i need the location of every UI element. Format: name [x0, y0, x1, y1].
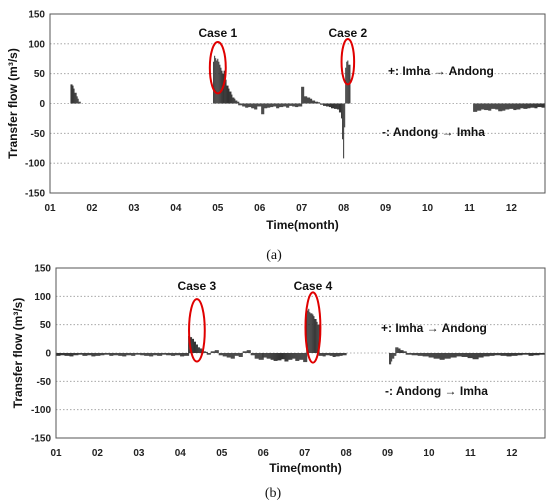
y-axis-label: Transfer flow (m³/s): [6, 48, 20, 159]
case-ellipse: [340, 38, 356, 86]
case-label: Case 3: [178, 279, 217, 293]
plot-frame: [49, 13, 546, 194]
x-tick-label: 10: [422, 203, 434, 214]
x-tick-label: 07: [299, 448, 311, 459]
x-tick-label: 05: [212, 203, 224, 214]
case-highlights: Case 3 Case 4: [178, 279, 333, 364]
annotation-negative: -: Andong → Imha: [385, 384, 488, 398]
case-highlights: Case 1 Case 2: [198, 26, 368, 95]
x-tick-labels: 01 02 03 04 05 06 07 08 09 10 11 12: [44, 203, 517, 214]
plot-frame: [55, 267, 546, 439]
y-tick-label: 150: [28, 10, 45, 21]
annotation-positive: +: Imha → Andong: [388, 64, 494, 78]
x-tick-label: 08: [338, 203, 350, 214]
x-tick-label: 09: [382, 448, 394, 459]
x-tick-label: 03: [133, 448, 145, 459]
chart-panel-b: -150 -100 -50 0 50 100 150 01 02 03 04 05 06 07 08 09 1…: [11, 264, 546, 501]
x-tick-label: 10: [423, 448, 435, 459]
case-label: Case 2: [328, 26, 367, 40]
x-tick-label: 04: [170, 203, 182, 214]
x-tick-label: 09: [380, 203, 392, 214]
chart-panel-a: -150 -100 -50 0 50 100 150 01 02 03 04 05 06 07 08 09 1…: [6, 10, 546, 263]
x-tick-label: 02: [86, 203, 98, 214]
x-tick-label: 01: [50, 448, 62, 459]
case-label: Case 1: [198, 26, 237, 40]
x-tick-label: 06: [254, 203, 266, 214]
annotation-positive: +: Imha → Andong: [381, 321, 487, 335]
x-tick-label: 11: [464, 203, 475, 214]
y-tick-label: 100: [28, 39, 45, 50]
y-tick-label: 0: [39, 99, 45, 110]
x-tick-label: 03: [128, 203, 140, 214]
y-tick-label: 0: [45, 349, 51, 360]
y-tick-label: 50: [40, 320, 52, 331]
x-axis-label: Time(month): [269, 461, 341, 475]
y-tick-label: -100: [25, 159, 45, 170]
panel-label: (b): [265, 486, 282, 501]
x-tick-label: 06: [258, 448, 270, 459]
x-axis-label: Time(month): [266, 218, 338, 232]
x-tick-label: 12: [506, 448, 518, 459]
panel-label: (a): [266, 248, 282, 263]
x-tick-label: 07: [296, 203, 308, 214]
y-tick-label: 150: [34, 264, 51, 275]
y-axis-label: Transfer flow (m³/s): [11, 298, 25, 409]
y-tick-label: -150: [31, 434, 51, 445]
x-tick-label: 08: [341, 448, 353, 459]
case-ellipse: [304, 291, 322, 364]
y-tick-label: -50: [31, 129, 46, 140]
x-tick-label: 12: [506, 203, 518, 214]
case-label: Case 4: [294, 279, 333, 293]
y-tick-label: -50: [37, 377, 52, 388]
x-tick-label: 11: [465, 448, 476, 459]
case-ellipse: [208, 41, 227, 95]
y-tick-label: 100: [34, 292, 51, 303]
x-tick-label: 02: [92, 448, 104, 459]
x-tick-label: 01: [44, 203, 56, 214]
y-tick-label: -150: [25, 189, 45, 200]
x-tick-labels: 01 02 03 04 05 06 07 08 09 10 11 12: [50, 448, 517, 459]
y-tick-labels: -150 -100 -50 0 50 100 150: [31, 264, 51, 445]
annotation-negative: -: Andong → Imha: [382, 125, 485, 139]
case-ellipse: [188, 298, 206, 363]
y-tick-label: -100: [31, 405, 51, 416]
x-tick-label: 04: [175, 448, 187, 459]
data-bars: [55, 308, 546, 365]
y-tick-label: 50: [34, 69, 46, 80]
y-tick-labels: -150 -100 -50 0 50 100 150: [25, 10, 45, 200]
x-tick-label: 05: [216, 448, 228, 459]
